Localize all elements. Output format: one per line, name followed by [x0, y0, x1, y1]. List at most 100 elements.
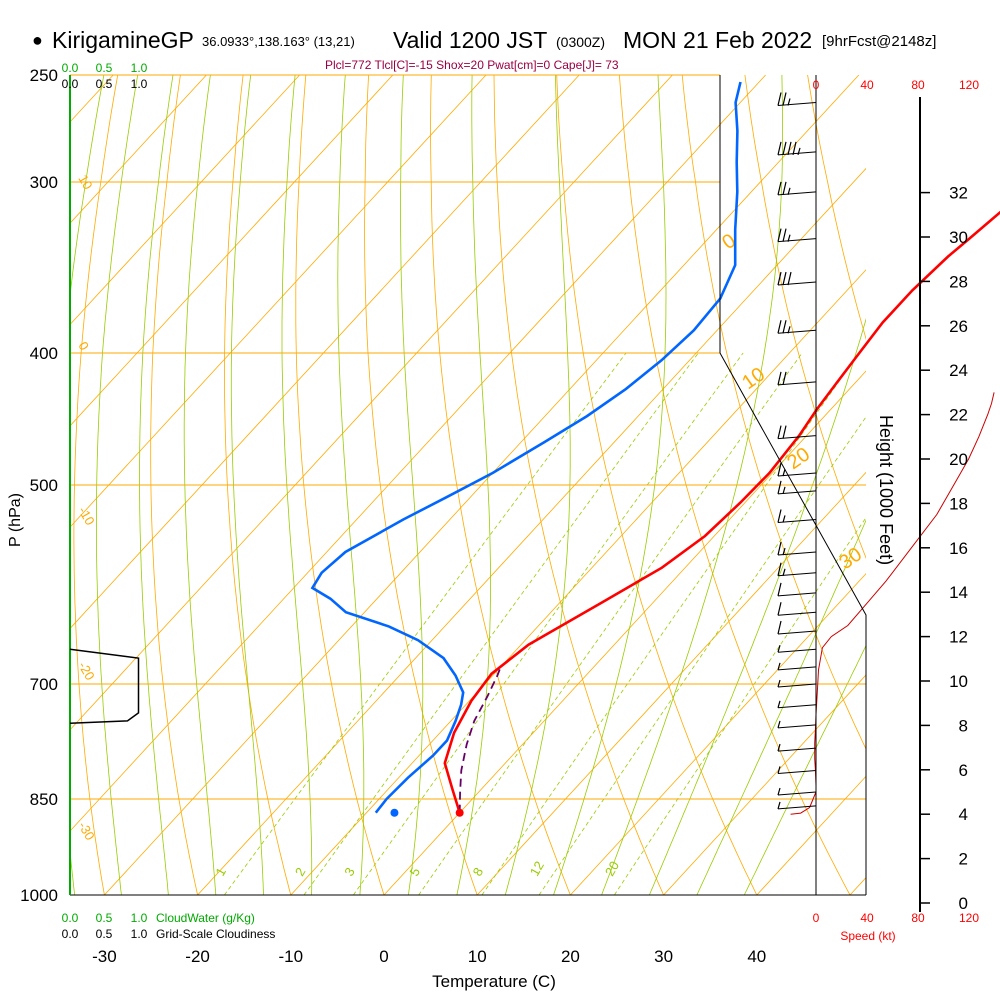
cloudwater-bottom-tick-label: 1.0 — [131, 911, 148, 925]
chart-frame — [69, 75, 930, 912]
wind-barb — [777, 766, 817, 774]
wind-barb-staff — [777, 329, 817, 334]
wind-barb — [777, 662, 817, 671]
height-tick-label: 32 — [949, 184, 968, 203]
speed-top-tick-label: 0 — [813, 78, 820, 92]
mixing-ratio-label: 3 — [341, 865, 358, 879]
wind-barb-staff — [777, 769, 817, 774]
dry-adiabat-line — [295, 75, 385, 895]
wind-barb — [777, 320, 817, 334]
speed-top-tick-label: 40 — [860, 78, 874, 92]
speed-top-tick-label: 120 — [959, 78, 979, 92]
temperature-tick-label: -10 — [279, 947, 304, 966]
cloudiness-bottom-tick-label: 0.5 — [96, 927, 113, 941]
wind-barb — [777, 181, 817, 196]
valid-date: MON 21 Feb 2022 — [623, 27, 813, 53]
dry-adiabat-line — [618, 75, 851, 895]
wind-barb-feather — [777, 92, 782, 106]
pressure-tick-label: 400 — [30, 344, 58, 363]
wind-barb-feather — [782, 371, 787, 385]
moist-adiabat-line — [553, 75, 667, 895]
cloudwater-top-tick-label: 0.0 — [62, 61, 79, 75]
wind-barb-staff — [777, 151, 817, 156]
height-tick-label: 28 — [949, 272, 968, 291]
pressure-tick-label: 250 — [30, 66, 58, 85]
wind-barb-feather — [777, 181, 782, 195]
dry-adiabat-line — [364, 75, 478, 895]
wind-barb-staff — [777, 102, 817, 107]
wind-barb — [777, 509, 817, 523]
moist-adiabat-line — [400, 75, 424, 895]
moist-adiabat-label: 10 — [738, 363, 769, 394]
pressure-tick-label: 700 — [30, 675, 58, 694]
dry-adiabat-line — [73, 75, 119, 895]
wind-barb-feather — [777, 480, 782, 495]
height-tick-label: 4 — [959, 805, 968, 824]
cloudwater-bottom-tick-label: 0.5 — [96, 911, 113, 925]
dry-adiabat-line — [744, 75, 866, 559]
wind-barb-feather — [777, 582, 782, 596]
wind-barb-staff — [777, 666, 817, 671]
wind-barb-half-feather — [782, 486, 786, 495]
height-tick-label: 6 — [959, 761, 968, 780]
wind-barb-half-feather — [777, 662, 781, 671]
wind-barb-feather — [782, 141, 787, 156]
wind-barb-feather — [782, 271, 787, 286]
wind-barb-feather — [777, 541, 782, 556]
height-tick-label: 14 — [949, 583, 968, 602]
moist-adiabat-line — [183, 75, 217, 895]
parcel-profile-line — [458, 666, 502, 813]
grid-scale-cloudiness-line — [69, 648, 140, 725]
pressure-tick-label: 850 — [30, 790, 58, 809]
height-tick-label: 22 — [949, 406, 968, 425]
cloudiness-top-tick-label: 0.5 — [96, 77, 113, 91]
wind-barb — [777, 480, 817, 495]
station-bullet-icon: ● — [32, 30, 43, 50]
pressure-axis-title: P (hPa) — [7, 493, 24, 547]
station-coords: 36.0933°,138.163° (13,21) — [202, 34, 355, 49]
wind-barb-feather — [777, 509, 782, 523]
cloudwater-bottom-tick-label: 0.0 — [62, 911, 79, 925]
wind-barb — [777, 92, 817, 107]
wind-barb-feather — [787, 141, 792, 156]
wind-barb-feather — [777, 602, 782, 616]
wind-barb-feather — [777, 271, 782, 286]
cloudiness-bottom-tick-label: 0.0 — [62, 927, 79, 941]
dry-adiabat-line — [928, 51, 1000, 924]
dry-adiabat-label: -30 — [75, 819, 97, 843]
moist-adiabat-label: 30 — [835, 543, 866, 574]
station-name: KirigamineGP — [52, 27, 194, 53]
wind-barb — [777, 679, 817, 688]
temperature-tick-label: 40 — [747, 947, 766, 966]
mixing-ratio-line — [481, 352, 860, 895]
wind-barb-staff — [777, 472, 817, 477]
valid-time-utc: (0300Z) — [556, 34, 606, 50]
speed-bottom-tick-label: 40 — [860, 911, 874, 925]
wind-barb — [777, 620, 817, 635]
temperature-tick-label: 10 — [468, 947, 487, 966]
wind-barb-feather — [777, 620, 782, 635]
speed-top-tick-label: 80 — [911, 78, 925, 92]
dry-adiabat-line — [150, 75, 199, 895]
wind-barb-half-feather — [787, 234, 791, 242]
wind-barb-feather — [792, 141, 797, 156]
valid-time: Valid 1200 JST — [393, 27, 548, 53]
wind-barb-half-feather — [782, 515, 786, 523]
height-tick-label: 30 — [949, 228, 968, 247]
dry-adiabat-line — [493, 75, 665, 895]
wind-barb — [777, 801, 817, 810]
height-tick-label: 10 — [949, 672, 968, 691]
moist-adiabat-line — [696, 519, 866, 895]
moist-adiabat-line — [648, 317, 866, 895]
mixing-ratio-label: 5 — [406, 865, 423, 879]
dry-adiabat-line — [430, 75, 571, 895]
wind-barb-staff — [777, 238, 817, 243]
wind-barb-staff — [777, 490, 817, 495]
wind-barb-feather — [777, 228, 782, 242]
forecast-info: [9hrFcst@2148z] — [822, 33, 937, 50]
height-tick-label: 24 — [949, 361, 968, 380]
speed-bottom-tick-label: 80 — [911, 911, 925, 925]
mixing-ratio-line — [418, 352, 803, 895]
speed-bottom-tick-label: 120 — [959, 911, 979, 925]
